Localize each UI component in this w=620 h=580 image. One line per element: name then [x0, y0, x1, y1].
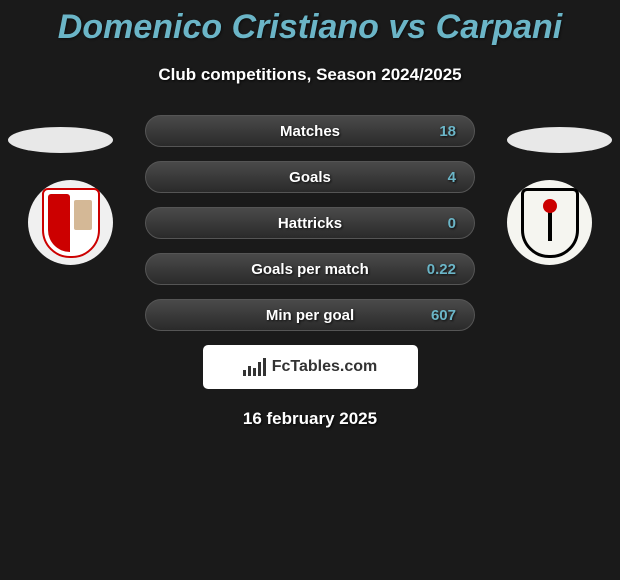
stat-row-hattricks: Hattricks 0 [145, 207, 475, 239]
stat-value: 607 [431, 307, 456, 324]
stat-row-goals-per-match: Goals per match 0.22 [145, 253, 475, 285]
club-logo-right [507, 180, 592, 265]
club-logo-left [28, 180, 113, 265]
chart-icon [243, 358, 266, 376]
stat-label: Min per goal [266, 307, 354, 324]
stat-label: Matches [280, 123, 340, 140]
player-right-ellipse [507, 127, 612, 153]
brand-badge[interactable]: FcTables.com [203, 345, 418, 389]
stat-row-min-per-goal: Min per goal 607 [145, 299, 475, 331]
page-title: Domenico Cristiano vs Carpani [0, 0, 620, 47]
subtitle: Club competitions, Season 2024/2025 [0, 65, 620, 85]
shield-icon [521, 188, 579, 258]
stat-row-goals: Goals 4 [145, 161, 475, 193]
stats-container: Matches 18 Goals 4 Hattricks 0 Goals per… [145, 115, 475, 331]
footer-date: 16 february 2025 [0, 409, 620, 429]
stat-value: 0.22 [427, 261, 456, 278]
stat-label: Goals per match [251, 261, 369, 278]
stat-label: Goals [289, 169, 331, 186]
stat-value: 18 [439, 123, 456, 140]
stat-label: Hattricks [278, 215, 342, 232]
player-left-ellipse [8, 127, 113, 153]
stat-value: 4 [448, 169, 456, 186]
stat-row-matches: Matches 18 [145, 115, 475, 147]
shield-icon [42, 188, 100, 258]
brand-text: FcTables.com [272, 358, 378, 376]
stat-value: 0 [448, 215, 456, 232]
